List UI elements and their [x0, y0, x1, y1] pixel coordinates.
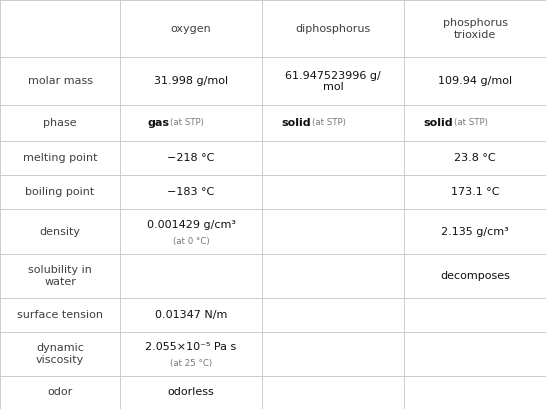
Text: (at STP): (at STP) [170, 119, 204, 128]
Text: 109.94 g/mol: 109.94 g/mol [438, 76, 512, 86]
Text: (at STP): (at STP) [454, 119, 488, 128]
Text: (at 0 °C): (at 0 °C) [173, 237, 210, 246]
Text: phase: phase [43, 118, 77, 128]
Text: odor: odor [48, 387, 73, 398]
Text: surface tension: surface tension [17, 310, 103, 320]
Text: oxygen: oxygen [171, 24, 211, 34]
Text: boiling point: boiling point [26, 187, 94, 197]
Text: solubility in
water: solubility in water [28, 265, 92, 287]
Text: odorless: odorless [168, 387, 215, 398]
Text: 31.998 g/mol: 31.998 g/mol [154, 76, 228, 86]
Text: 23.8 °C: 23.8 °C [454, 153, 496, 163]
Text: 2.055×10⁻⁵ Pa s: 2.055×10⁻⁵ Pa s [145, 342, 237, 353]
Text: −183 °C: −183 °C [168, 187, 215, 197]
Text: melting point: melting point [23, 153, 97, 163]
Text: 173.1 °C: 173.1 °C [451, 187, 499, 197]
Text: density: density [39, 227, 81, 236]
Text: (at 25 °C): (at 25 °C) [170, 359, 212, 368]
Text: 2.135 g/cm³: 2.135 g/cm³ [441, 227, 509, 236]
Text: −218 °C: −218 °C [168, 153, 215, 163]
Text: (at STP): (at STP) [312, 119, 346, 128]
Text: phosphorus
trioxide: phosphorus trioxide [442, 18, 508, 40]
Text: gas: gas [147, 118, 169, 128]
Text: molar mass: molar mass [27, 76, 93, 86]
Text: solid: solid [282, 118, 311, 128]
Text: dynamic
viscosity: dynamic viscosity [36, 343, 84, 365]
Text: 0.001429 g/cm³: 0.001429 g/cm³ [146, 220, 236, 230]
Text: 61.947523996 g/
mol: 61.947523996 g/ mol [285, 70, 381, 92]
Text: solid: solid [424, 118, 453, 128]
Text: diphosphorus: diphosphorus [295, 24, 371, 34]
Text: decomposes: decomposes [440, 271, 510, 281]
Text: 0.01347 N/m: 0.01347 N/m [155, 310, 227, 320]
